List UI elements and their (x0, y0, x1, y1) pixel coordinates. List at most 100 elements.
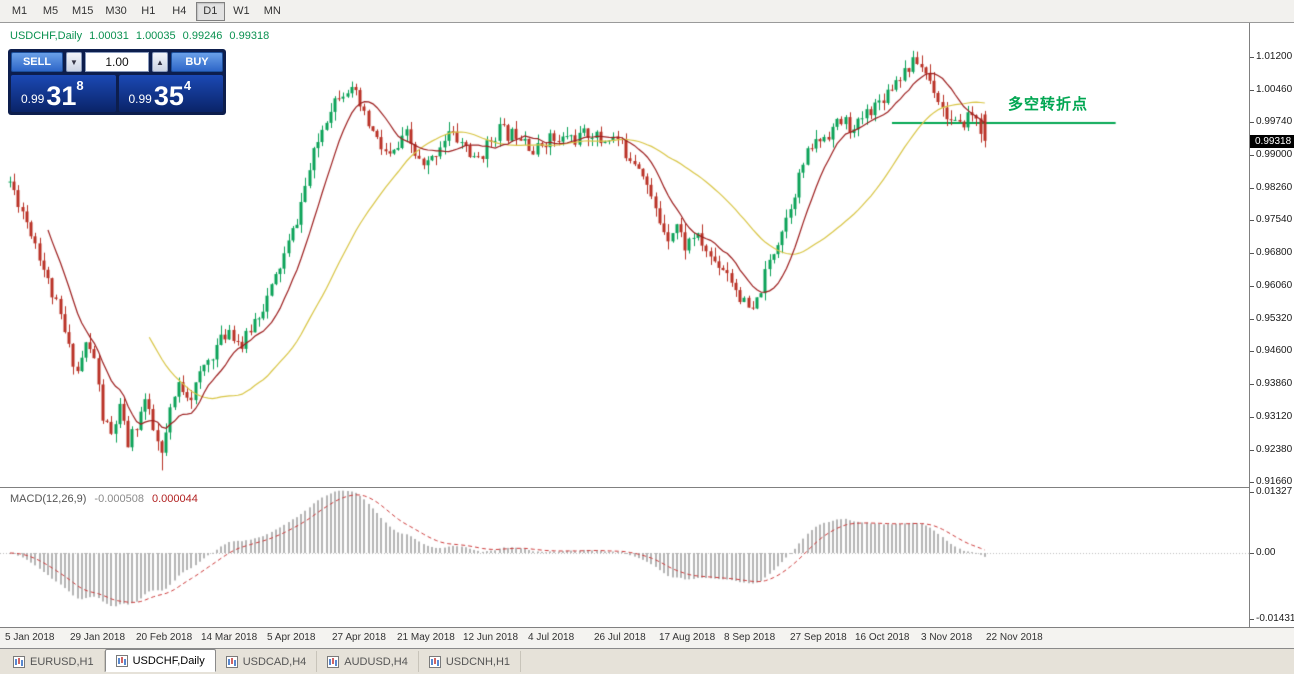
tab-label: EURUSD,H1 (30, 655, 94, 668)
tab-usdchf-daily[interactable]: USDCHF,Daily (104, 649, 216, 672)
tab-usdcnh-h1[interactable]: USDCNH,H1 (419, 651, 522, 672)
macd-name: MACD(12,26,9) (10, 493, 87, 505)
date-label: 21 May 2018 (397, 632, 455, 643)
tab-label: USDCNH,H1 (445, 655, 511, 668)
buy-button[interactable]: BUY (171, 52, 223, 72)
axis-tick (1250, 482, 1254, 483)
symbol-title: USDCHF,Daily (10, 30, 83, 42)
sell-button[interactable]: SELL (11, 52, 63, 72)
axis-tick (1250, 188, 1254, 189)
chart-tab-icon (225, 655, 238, 668)
tab-label: USDCHF,Daily (132, 654, 205, 667)
macd-indicator-label: MACD(12,26,9) -0.000508 0.000044 (10, 493, 198, 505)
timeframe-w1[interactable]: W1 (227, 2, 256, 21)
date-label: 26 Jul 2018 (594, 632, 646, 643)
sell-price-small: 0.99 (21, 92, 45, 106)
chart-canvas[interactable] (0, 23, 1249, 627)
axis-tick (1250, 384, 1254, 385)
axis-tick (1250, 155, 1254, 156)
chevron-up-icon: ▲ (156, 57, 164, 67)
date-label: 14 Mar 2018 (201, 632, 258, 643)
buy-price-display[interactable]: 0.99 35 4 (118, 75, 223, 112)
price-axis-label: 0.91660 (1256, 476, 1293, 487)
axis-tick (1250, 553, 1254, 554)
macd-signal-value: 0.000044 (151, 493, 198, 505)
price-axis-label: 0.93120 (1256, 411, 1293, 422)
sell-price-display[interactable]: 0.99 31 8 (11, 75, 116, 112)
ohlc-high: 1.00035 (135, 30, 176, 42)
ohlc-close: 0.99318 (229, 30, 270, 42)
ohlc-open: 1.00031 (89, 30, 129, 42)
price-axis-label: 0.93860 (1256, 378, 1293, 389)
chart-annotation-text[interactable]: 多空转折点 (1008, 96, 1089, 113)
buy-price-small: 0.99 (128, 92, 152, 106)
date-label: 3 Nov 2018 (921, 632, 973, 643)
price-axis-label: 0.99740 (1256, 116, 1293, 127)
macd-axis-label: 0.01327 (1256, 486, 1293, 497)
sell-price-sup: 8 (76, 78, 84, 93)
volume-decrease-button[interactable]: ▼ (66, 52, 82, 72)
volume-increase-button[interactable]: ▲ (152, 52, 168, 72)
chart-tab-icon (428, 655, 441, 668)
chart-tab-icon (115, 654, 128, 667)
axis-tick (1250, 417, 1254, 418)
timeframe-m5[interactable]: M5 (36, 2, 65, 21)
timeframe-m1[interactable]: M1 (5, 2, 34, 21)
date-label: 5 Apr 2018 (267, 632, 316, 643)
axis-tick (1250, 57, 1254, 58)
date-label: 4 Jul 2018 (528, 632, 575, 643)
ohlc-low: 0.99246 (182, 30, 223, 42)
price-axis-label: 0.94600 (1256, 345, 1293, 356)
price-axis-label: 0.95320 (1256, 313, 1293, 324)
axis-tick (1250, 122, 1254, 123)
axis-tick (1250, 619, 1254, 620)
price-axis-label: 0.96800 (1256, 247, 1293, 258)
price-axis-label: 1.01200 (1256, 51, 1293, 62)
price-axis-label: 0.98260 (1256, 182, 1293, 193)
date-label: 17 Aug 2018 (659, 632, 716, 643)
chart-tab-icon (327, 655, 340, 668)
price-axis-label: 0.92380 (1256, 444, 1293, 455)
tab-eurusd-h1[interactable]: EURUSD,H1 (3, 651, 105, 672)
chart-tabs-bar: EURUSD,H1 USDCHF,Daily USDCAD,H4 AUDUSD,H4 U… (0, 648, 1294, 674)
buy-price-big: 35 (153, 81, 184, 111)
date-label: 29 Jan 2018 (70, 632, 126, 643)
panel-divider[interactable] (0, 487, 1294, 488)
date-label: 8 Sep 2018 (724, 632, 776, 643)
date-axis[interactable]: 5 Jan 2018 29 Jan 2018 20 Feb 2018 14 Mar 2… (0, 627, 1294, 648)
axis-tick (1250, 253, 1254, 254)
date-label: 27 Apr 2018 (332, 632, 386, 643)
timeframe-toolbar: M1 M5 M15 M30 H1 H4 D1 W1 MN (0, 0, 1294, 23)
tab-label: USDCAD,H4 (242, 655, 307, 668)
macd-value: -0.000508 (94, 493, 144, 505)
tab-audusd-h4[interactable]: AUDUSD,H4 (317, 651, 419, 672)
axis-tick (1250, 90, 1254, 91)
axis-tick (1250, 220, 1254, 221)
timeframe-h1[interactable]: H1 (134, 2, 163, 21)
symbol-ohlc-line: USDCHF,Daily 1.00031 1.00035 0.99246 0.9… (10, 30, 269, 42)
date-label: 5 Jan 2018 (5, 632, 55, 643)
date-label: 12 Jun 2018 (463, 632, 519, 643)
timeframe-d1[interactable]: D1 (195, 1, 225, 21)
timeframe-m15[interactable]: M15 (67, 2, 98, 21)
timeframe-m30[interactable]: M30 (100, 2, 131, 21)
tab-usdcad-h4[interactable]: USDCAD,H4 (216, 651, 318, 672)
volume-input[interactable] (85, 52, 149, 72)
price-axis-label: 0.96060 (1256, 280, 1293, 291)
timeframe-mn[interactable]: MN (258, 2, 287, 21)
date-label: 16 Oct 2018 (855, 632, 910, 643)
tab-label: AUDUSD,H4 (344, 655, 408, 668)
axis-tick (1250, 450, 1254, 451)
price-axis[interactable]: 0.99318 1.01200 1.00460 0.99740 0.99000 0.98… (1249, 23, 1294, 627)
sell-price-big: 31 (46, 81, 77, 111)
chevron-down-icon: ▼ (70, 57, 78, 67)
date-label: 20 Feb 2018 (136, 632, 193, 643)
timeframe-h4[interactable]: H4 (165, 2, 194, 21)
price-axis-label: 1.00460 (1256, 84, 1293, 95)
axis-tick (1250, 286, 1254, 287)
chart-window: USDCHF,Daily 1.00031 1.00035 0.99246 0.9… (0, 23, 1294, 648)
chart-tab-icon (13, 655, 25, 668)
date-label: 27 Sep 2018 (790, 632, 847, 643)
